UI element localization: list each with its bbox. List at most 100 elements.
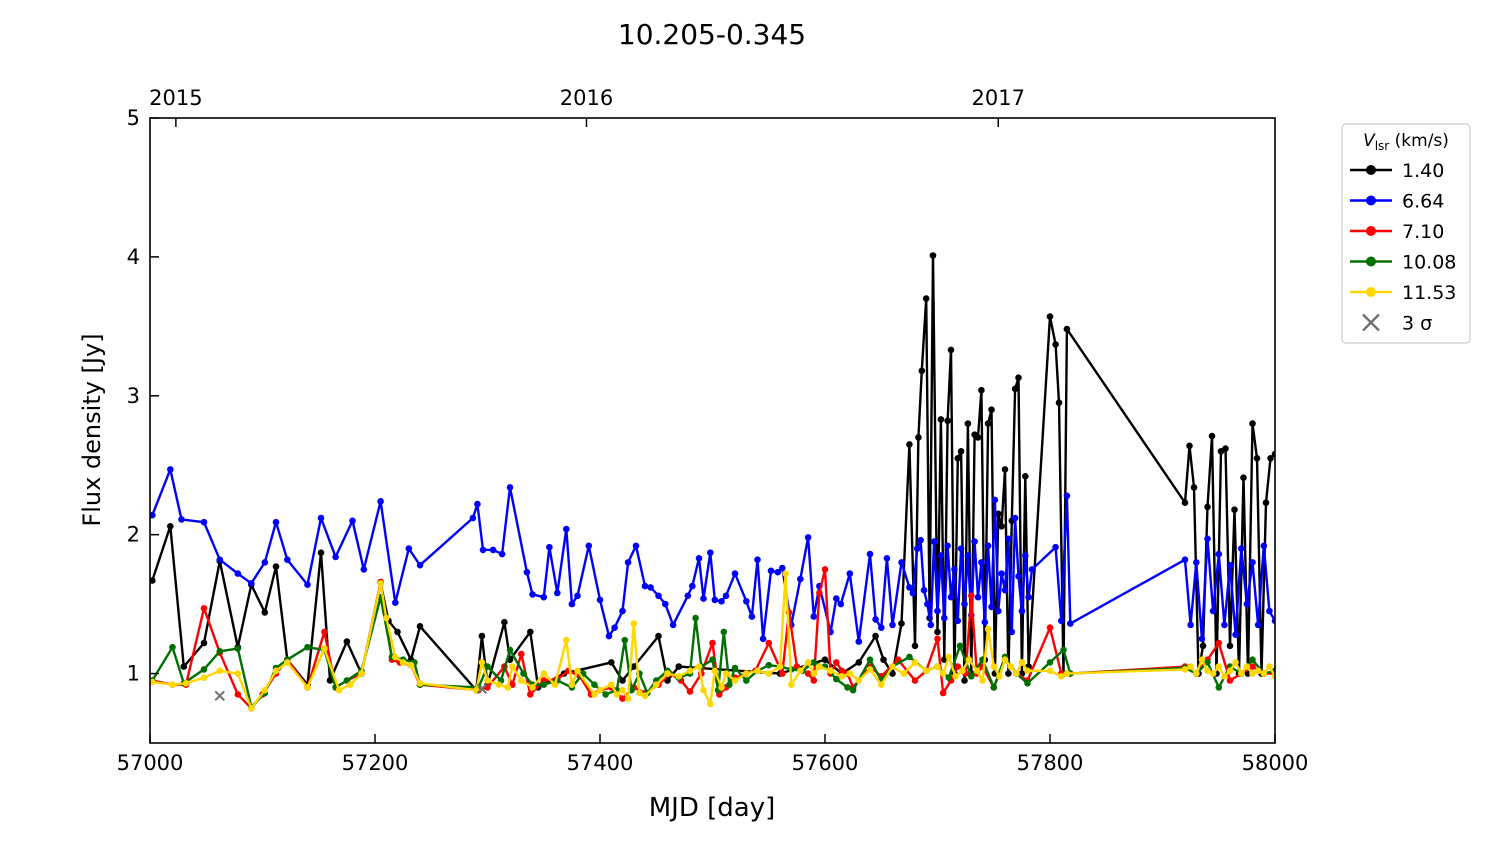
series-line-0: [151, 254, 1275, 692]
data-point: [1221, 621, 1228, 629]
data-point: [317, 549, 325, 556]
data-point: [641, 582, 649, 590]
data-point: [833, 659, 840, 666]
data-point: [518, 650, 525, 658]
data-point: [675, 663, 683, 670]
data-point: [996, 673, 1003, 680]
data-point: [810, 677, 818, 684]
data-point: [731, 677, 739, 684]
sigma-stroke: [214, 690, 225, 701]
data-point: [200, 674, 208, 681]
data-point: [321, 628, 328, 636]
data-point: [605, 632, 613, 640]
data-point: [178, 516, 185, 523]
series-layer: [150, 252, 1275, 712]
data-point: [731, 570, 739, 577]
data-point: [804, 659, 812, 666]
data-point: [624, 559, 632, 566]
data-point: [1249, 670, 1256, 677]
data-point: [150, 577, 156, 584]
data-point: [880, 656, 887, 663]
data-point: [1011, 385, 1019, 393]
data-point: [920, 586, 928, 594]
data-point: [765, 639, 773, 647]
data-point: [911, 677, 919, 684]
data-point: [927, 621, 935, 629]
data-point: [200, 666, 208, 673]
data-point: [540, 681, 548, 688]
legend-title: Vlsr (km/s): [1363, 131, 1449, 153]
data-point: [608, 681, 615, 688]
data-point: [1046, 624, 1054, 631]
data-point: [686, 667, 694, 675]
data-point: [591, 681, 598, 688]
data-point: [1007, 663, 1014, 670]
data-point: [988, 406, 995, 414]
data-point: [722, 670, 730, 677]
data-point: [774, 568, 782, 576]
legend-swatch-marker: [1366, 165, 1376, 175]
data-point: [167, 523, 174, 530]
x-tick-label: 57400: [567, 751, 634, 775]
data-point: [998, 523, 1005, 530]
data-point: [1215, 639, 1223, 647]
chart-title: 10.205-0.345: [618, 18, 806, 51]
data-point: [1001, 466, 1009, 473]
data-point: [810, 613, 818, 620]
data-point: [872, 616, 879, 623]
data-point: [984, 625, 992, 633]
data-point: [1253, 455, 1261, 462]
data-point: [978, 559, 985, 566]
data-point: [906, 441, 913, 448]
data-point: [939, 670, 947, 677]
data-point: [1271, 673, 1275, 680]
data-point: [540, 670, 548, 677]
data-point: [392, 653, 399, 661]
data-point: [596, 596, 604, 604]
data-point: [900, 670, 908, 677]
data-point: [182, 680, 190, 687]
data-point: [1001, 656, 1009, 663]
data-point: [720, 628, 728, 636]
legend-label: 1.40: [1402, 160, 1444, 182]
data-point: [1001, 586, 1009, 594]
data-point: [1238, 670, 1245, 677]
data-point: [1240, 474, 1247, 482]
data-point: [937, 552, 945, 559]
data-point: [797, 575, 804, 583]
data-point: [1181, 499, 1189, 507]
data-point: [1052, 543, 1059, 551]
data-point: [954, 663, 962, 670]
data-point: [1008, 628, 1016, 636]
data-point: [1052, 341, 1059, 348]
series-1: [150, 466, 1275, 645]
data-point: [889, 670, 896, 677]
data-point: [971, 538, 978, 545]
data-point: [816, 589, 823, 597]
data-point: [1232, 659, 1239, 666]
data-point: [1063, 670, 1071, 677]
data-point: [1015, 374, 1022, 382]
data-point: [1186, 442, 1193, 450]
data-point: [718, 684, 725, 691]
data-point: [509, 663, 516, 670]
data-point: [984, 420, 992, 427]
data-point: [765, 661, 773, 669]
data-point: [944, 542, 951, 550]
data-point: [906, 653, 913, 661]
x-tick-label: 57600: [792, 751, 859, 775]
data-point: [906, 584, 913, 591]
data-point: [934, 635, 941, 643]
data-point: [613, 691, 621, 698]
data-point: [551, 681, 559, 688]
data-point: [947, 593, 955, 601]
data-point: [653, 681, 660, 688]
data-point: [924, 600, 931, 608]
data-point: [1199, 642, 1207, 650]
data-point: [918, 367, 926, 375]
data-point: [383, 614, 390, 622]
data-point: [416, 561, 424, 569]
data-point: [945, 674, 953, 681]
data-point: [1046, 659, 1054, 666]
